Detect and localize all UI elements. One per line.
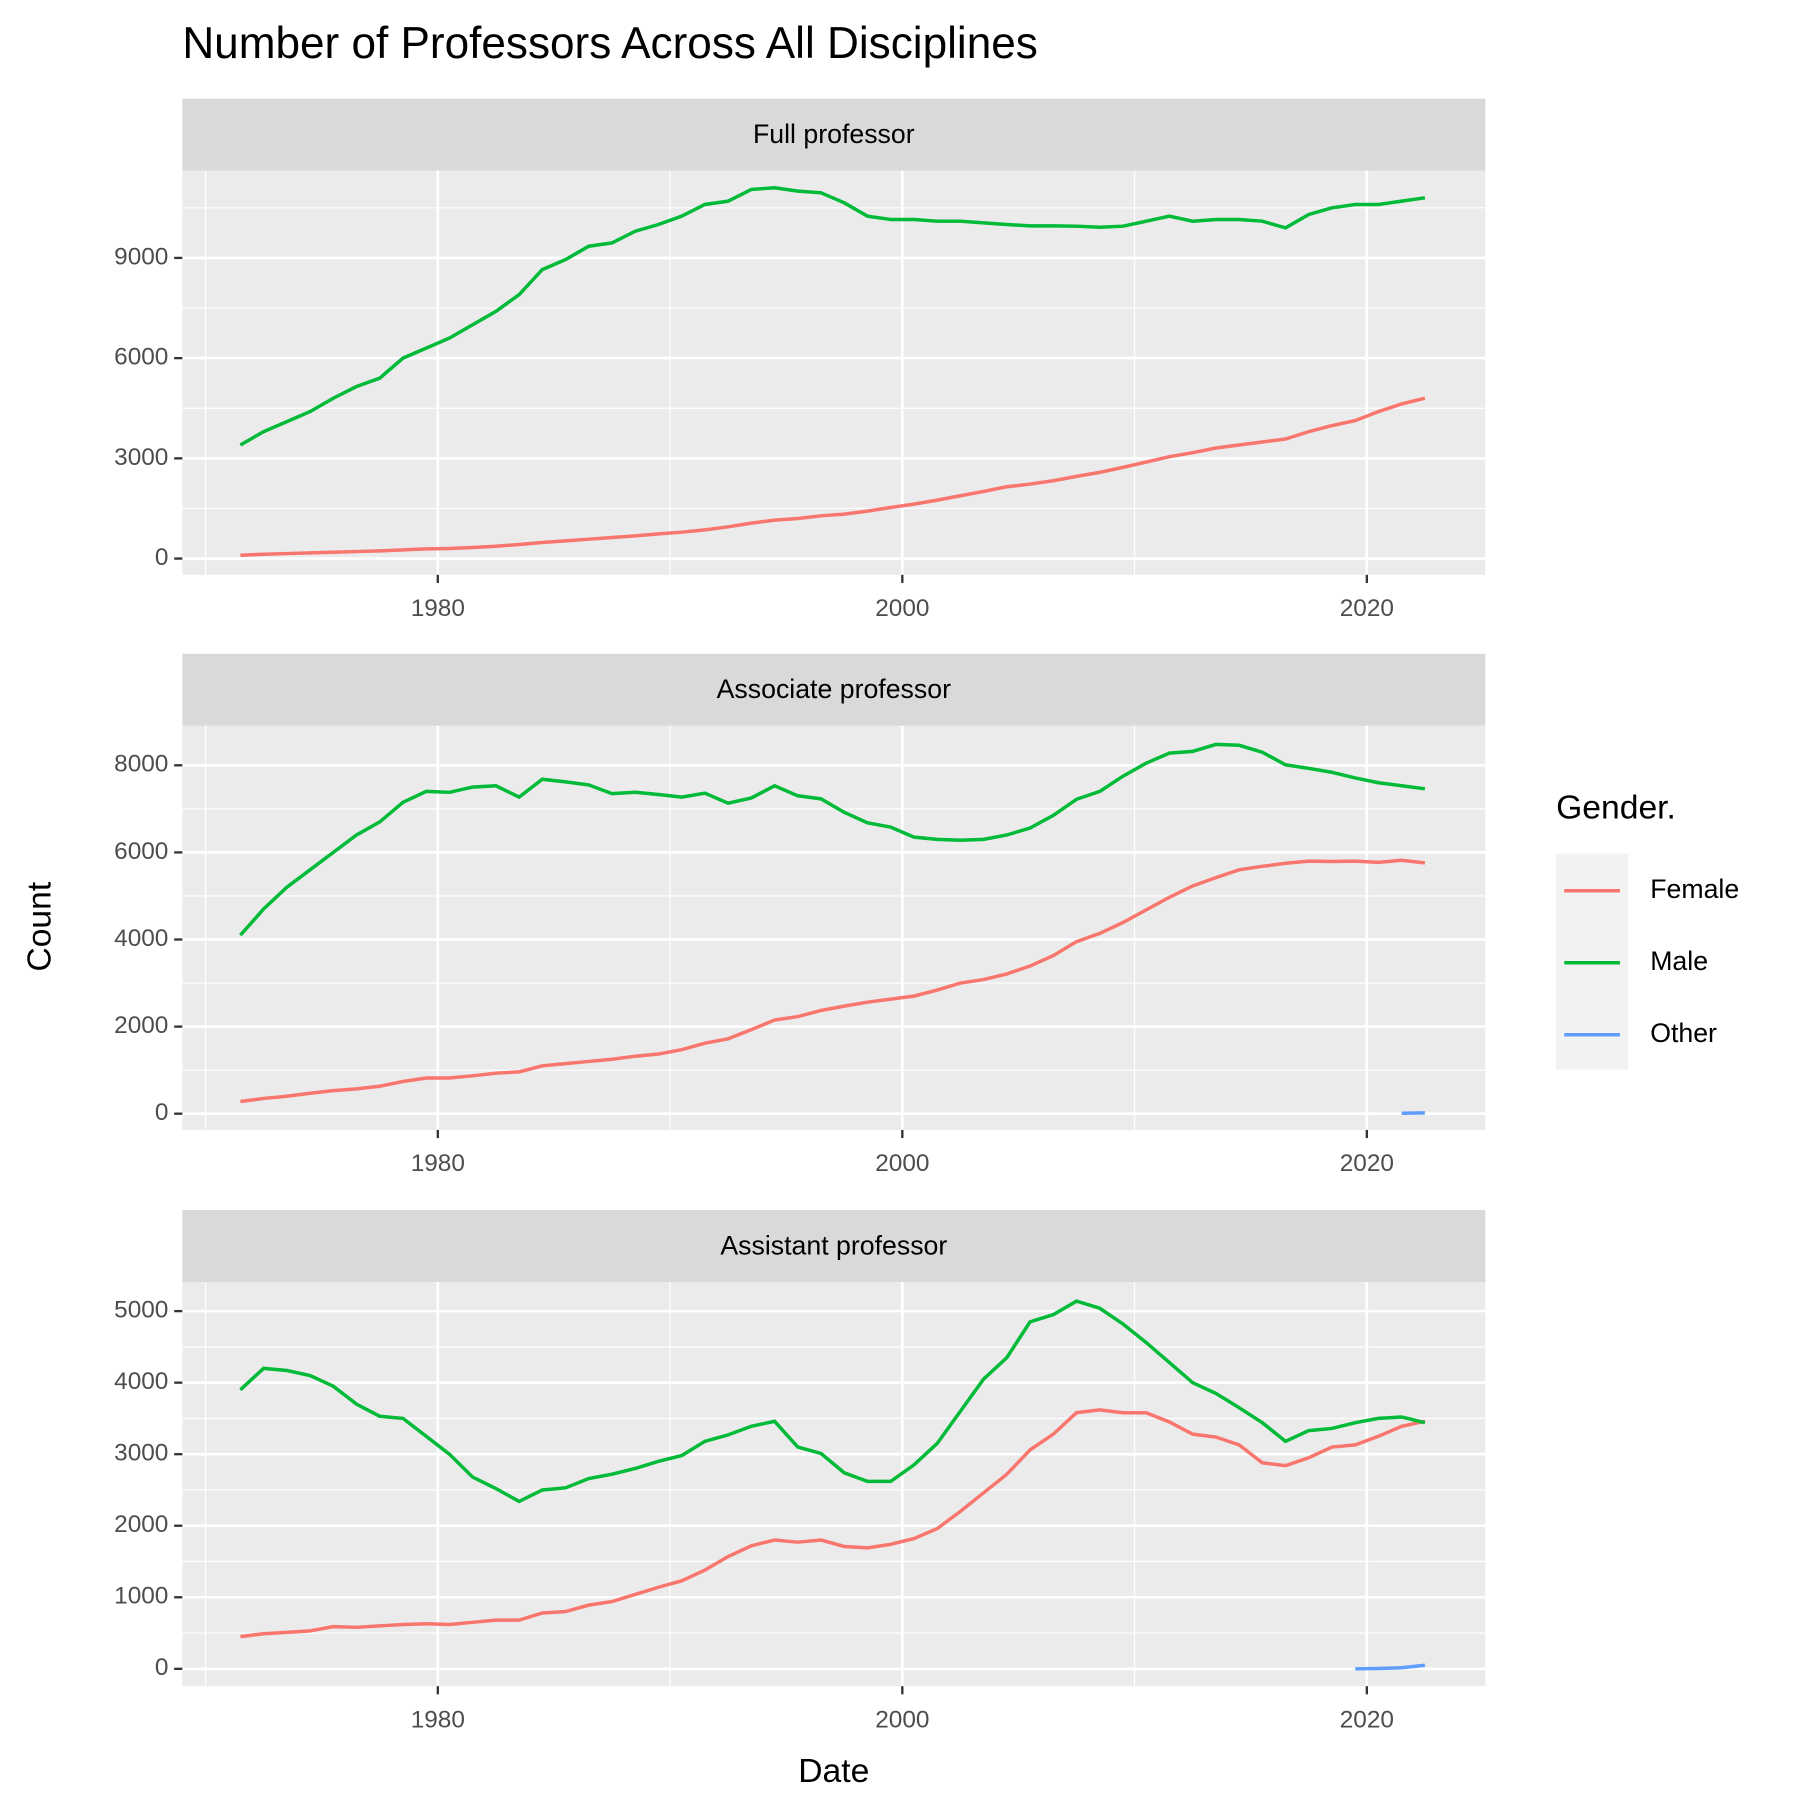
y-tick-label: 2000	[114, 1511, 168, 1538]
line-series	[240, 858, 1426, 1104]
legend-label: Male	[1650, 946, 1708, 976]
panel-title: Associate professor	[717, 674, 951, 704]
x-tick-label: 2020	[1340, 595, 1394, 622]
x-tick-label: 1980	[411, 1706, 465, 1733]
y-tick-label: 8000	[114, 751, 168, 778]
y-tick-label: 4000	[114, 1368, 168, 1395]
y-tick-label: 5000	[114, 1297, 168, 1324]
y-tick-label: 0	[155, 544, 169, 571]
legend-label: Female	[1650, 874, 1739, 904]
y-tick-label: 6000	[114, 344, 168, 371]
x-tick-label: 2000	[875, 595, 929, 622]
y-tick-label: 9000	[114, 243, 168, 270]
strip	[182, 98, 1486, 171]
x-tick-label: 1980	[411, 1150, 465, 1177]
legend-label: Other	[1650, 1018, 1717, 1048]
x-tick-label: 2000	[875, 1150, 929, 1177]
panel-title: Assistant professor	[720, 1230, 947, 1260]
y-axis-label: Count	[22, 881, 59, 971]
line-series	[240, 1408, 1426, 1639]
line-series	[239, 742, 1426, 937]
line-series	[239, 186, 1426, 447]
y-tick-label: 2000	[114, 1012, 168, 1039]
y-tick-label: 4000	[114, 925, 168, 952]
line-series	[1355, 1663, 1426, 1671]
x-tick-label: 1980	[411, 595, 465, 622]
panel-background	[182, 170, 1486, 575]
y-tick-label: 6000	[114, 838, 168, 865]
line-series	[240, 396, 1426, 557]
chart-title: Number of Professors Across All Discipli…	[182, 19, 1038, 68]
panel-background	[182, 725, 1486, 1130]
x-tick-label: 2020	[1340, 1706, 1394, 1733]
strip	[182, 1210, 1486, 1283]
strip	[182, 653, 1486, 726]
panel-title: Full professor	[753, 119, 915, 149]
y-tick-label: 3000	[114, 1440, 168, 1467]
y-tick-label: 0	[155, 1654, 169, 1681]
legend-title: Gender.	[1556, 789, 1676, 826]
panel-background	[182, 1282, 1486, 1687]
x-tick-label: 2000	[875, 1706, 929, 1733]
line-series	[239, 1299, 1426, 1504]
y-tick-label: 0	[155, 1099, 169, 1126]
y-tick-label: 3000	[114, 444, 168, 471]
x-tick-label: 2020	[1340, 1150, 1394, 1177]
x-axis-label: Date	[798, 1753, 869, 1790]
y-tick-label: 1000	[114, 1583, 168, 1610]
